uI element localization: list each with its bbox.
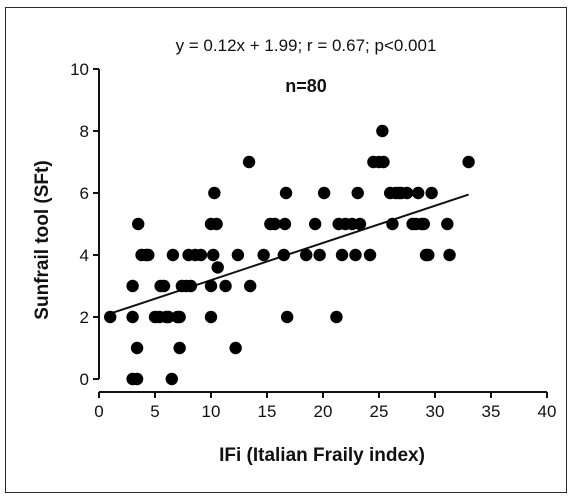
data-point [277, 248, 290, 262]
y-tick-label: 10 [70, 60, 89, 79]
data-point [162, 310, 175, 324]
data-point [376, 124, 389, 138]
y-axis-title: Sunfrail tool (SFt) [32, 160, 53, 319]
data-point [244, 279, 257, 293]
data-point [204, 310, 218, 324]
data-point [417, 217, 430, 231]
data-point [443, 248, 456, 262]
data-point [300, 248, 313, 262]
data-point [204, 279, 218, 293]
y-tick-label: 2 [80, 308, 89, 327]
x-tick-label: 20 [314, 402, 333, 421]
x-tick-label: 40 [538, 402, 557, 421]
data-point [157, 279, 171, 293]
data-point [126, 310, 139, 324]
data-point [229, 341, 242, 355]
data-point [268, 217, 282, 231]
data-point [353, 217, 367, 231]
data-point [308, 217, 322, 231]
data-point [392, 186, 406, 200]
data-point [317, 186, 331, 200]
data-point [130, 372, 144, 386]
data-point [422, 248, 435, 262]
x-tick-label: 25 [370, 402, 389, 421]
data-point [313, 248, 326, 262]
data-point [363, 248, 377, 262]
scatter-chart: y = 0.12x + 1.99; r = 0.67; p<0.001 n=80… [32, 36, 557, 466]
data-point [386, 217, 399, 231]
data-point [211, 261, 224, 274]
data-point [280, 310, 294, 324]
data-point [278, 217, 292, 231]
x-tick-label: 5 [150, 402, 159, 421]
data-point [462, 155, 475, 169]
x-tick-label: 35 [482, 402, 501, 421]
data-point [184, 279, 198, 293]
data-point [126, 279, 139, 293]
y-tick-label: 4 [80, 246, 89, 265]
data-point [441, 217, 454, 231]
y-tick-label: 0 [80, 370, 89, 389]
y-tick-label: 8 [80, 122, 89, 141]
data-point [335, 248, 349, 262]
data-point [208, 186, 221, 200]
data-point [207, 248, 220, 262]
data-point [104, 310, 117, 324]
chart-frame: y = 0.12x + 1.99; r = 0.67; p<0.001 n=80… [5, 7, 567, 493]
data-point [351, 186, 364, 200]
x-axis-title: IFi (Italian Fraily index) [219, 445, 425, 466]
data-point [412, 186, 425, 200]
sample-size-label: n=80 [285, 76, 327, 96]
x-tick-label: 30 [426, 402, 445, 421]
data-point [130, 341, 144, 355]
data-point [219, 279, 232, 293]
data-point [210, 217, 223, 231]
data-point [330, 310, 343, 324]
x-tick-label: 0 [94, 402, 103, 421]
data-point [165, 372, 178, 386]
data-point [132, 217, 145, 231]
data-point [425, 186, 438, 200]
data-point [231, 248, 245, 262]
data-point [279, 186, 293, 200]
data-point [166, 248, 180, 262]
data-point [173, 341, 186, 355]
x-tick-label: 15 [258, 402, 277, 421]
data-point [377, 155, 390, 169]
data-point [142, 248, 155, 262]
regression-equation: y = 0.12x + 1.99; r = 0.67; p<0.001 [176, 36, 437, 55]
data-point [173, 310, 186, 324]
data-point [349, 248, 362, 262]
data-point [242, 155, 256, 169]
data-point [257, 248, 270, 262]
data-point [194, 248, 208, 262]
x-tick-label: 10 [202, 402, 221, 421]
y-tick-label: 6 [80, 184, 89, 203]
